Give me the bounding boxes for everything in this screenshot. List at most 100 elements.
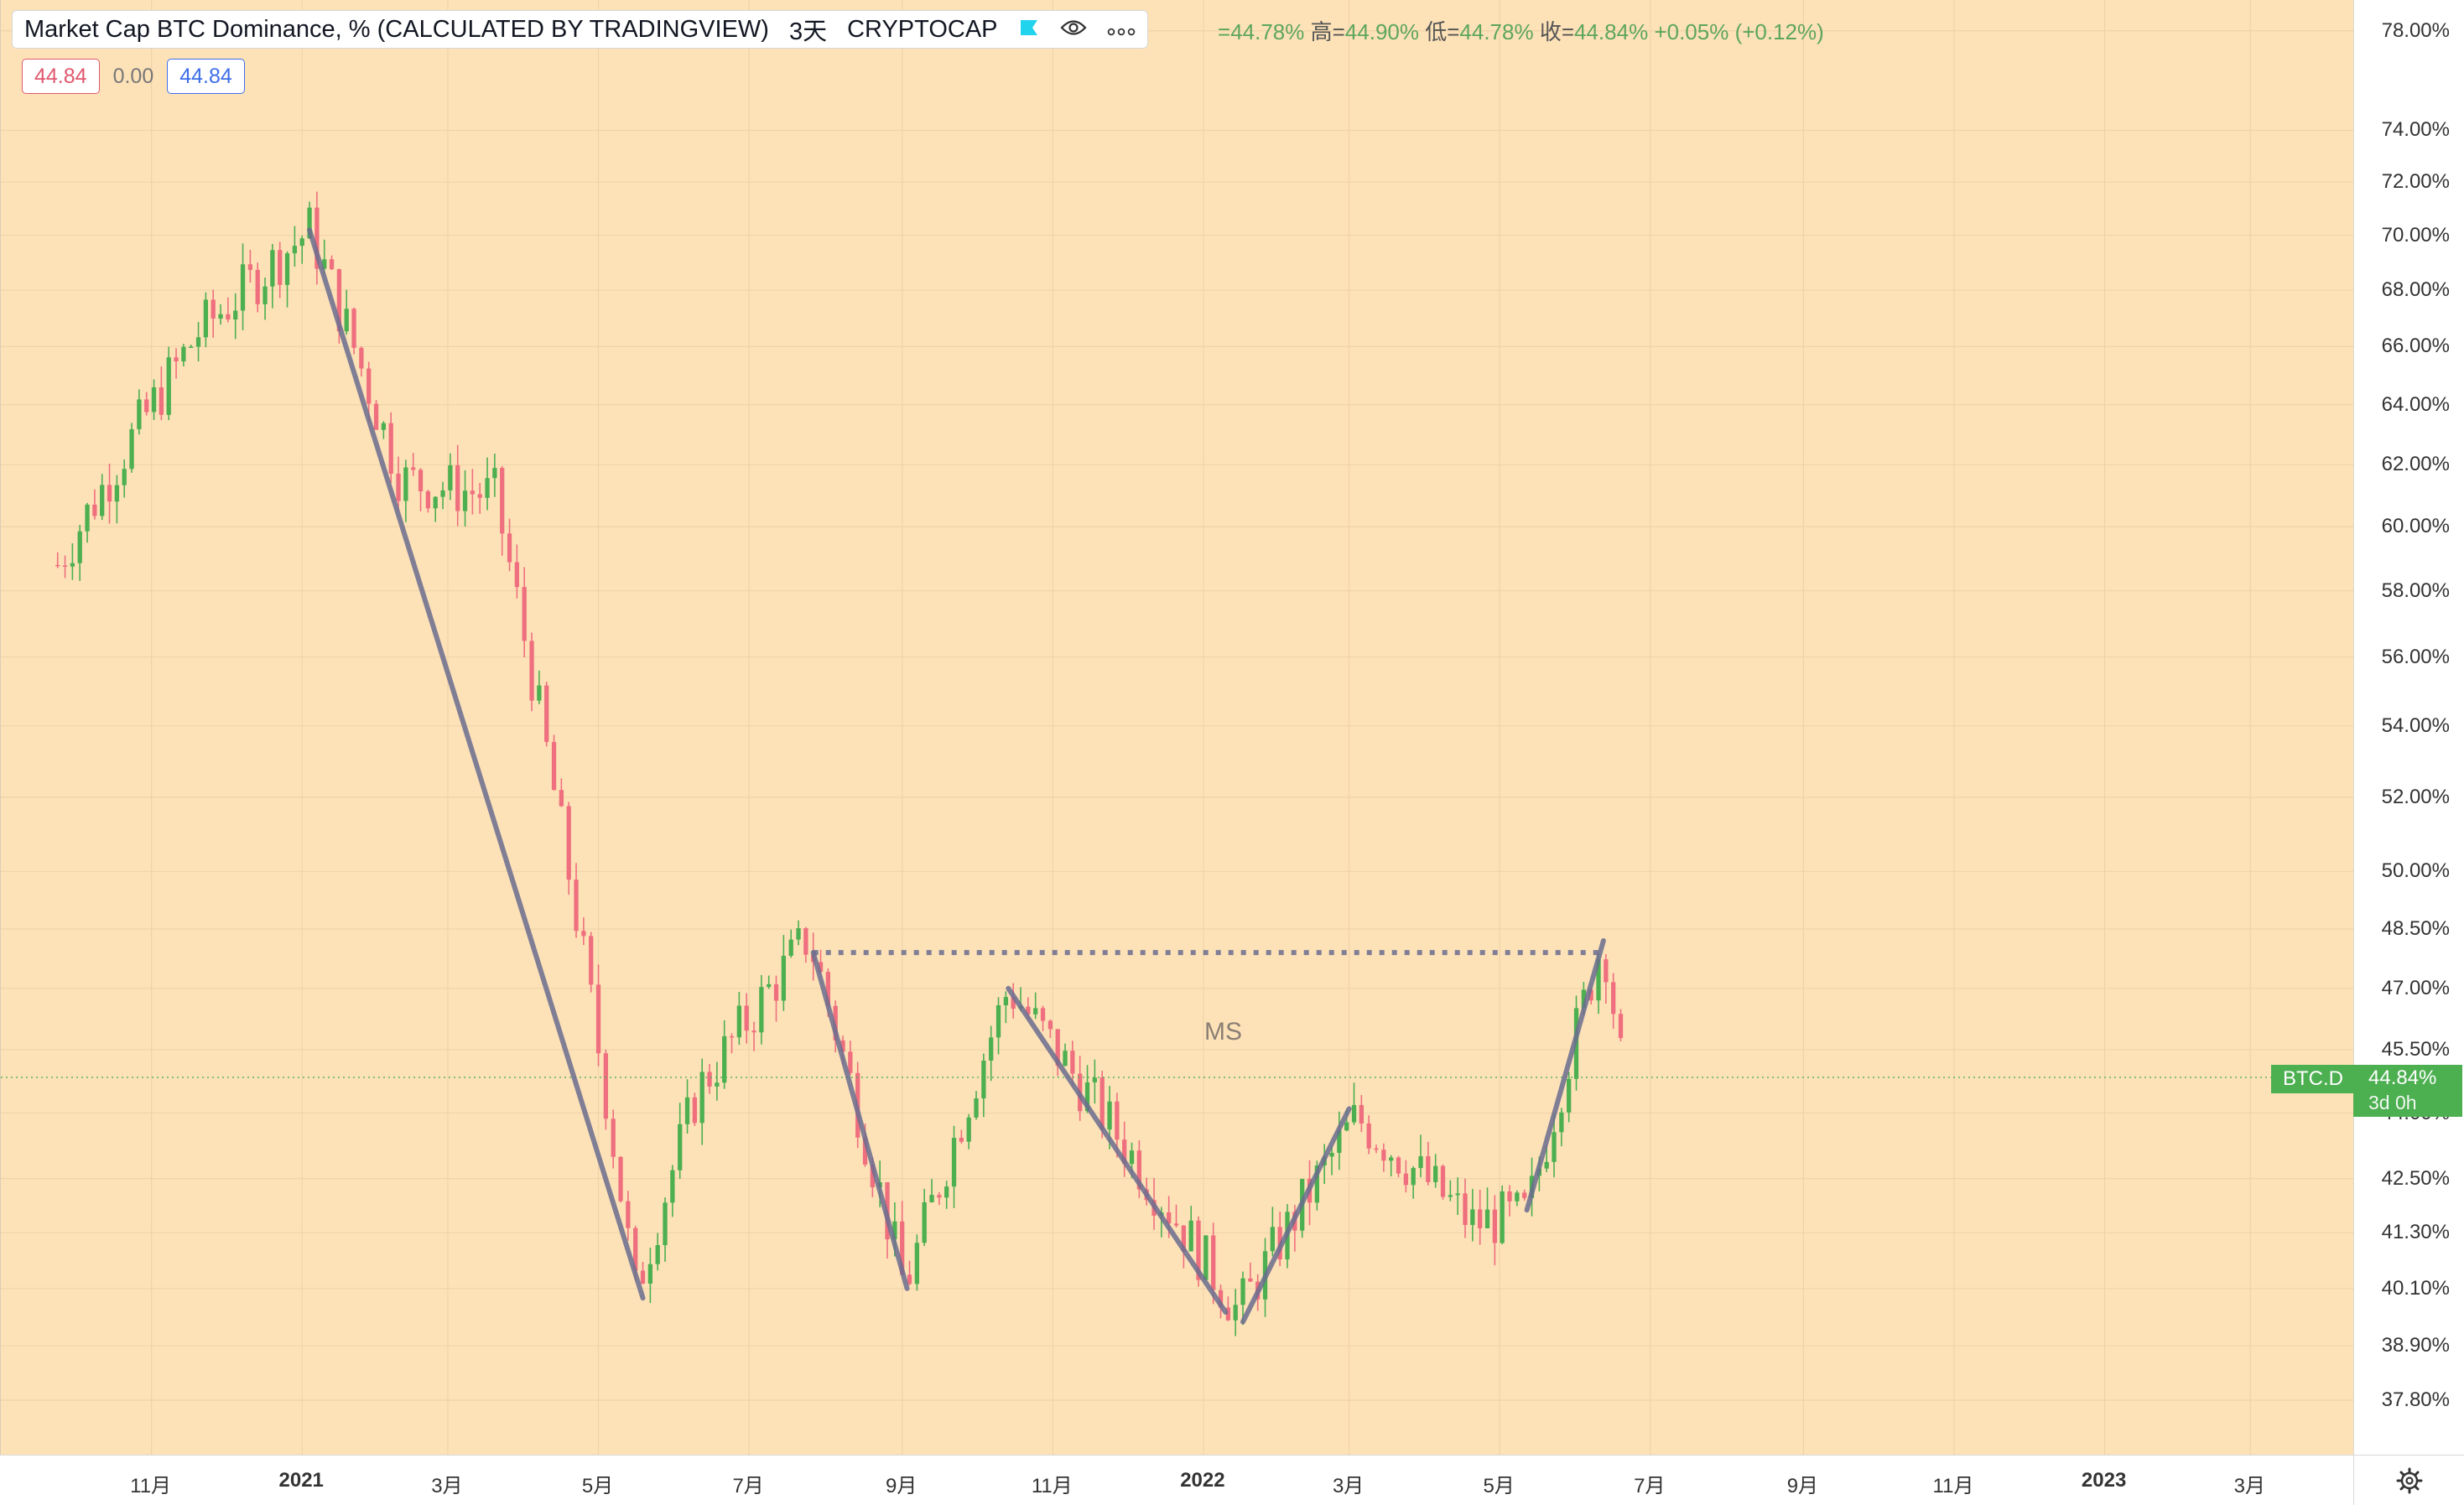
chart-pane[interactable]: MS	[0, 0, 2354, 1455]
price-tick-label: 54.00%	[2381, 714, 2450, 737]
candle-body	[663, 1202, 668, 1246]
candle-body	[1604, 959, 1609, 983]
candle-body	[1463, 1193, 1468, 1225]
candle-body	[329, 259, 335, 270]
candle-body	[655, 1245, 660, 1264]
candle-body	[974, 1098, 979, 1118]
price-tick-label: 52.00%	[2381, 785, 2450, 808]
value-box-primary: 44.84	[22, 59, 100, 94]
price-tick-label: 58.00%	[2381, 579, 2450, 602]
candle-body	[773, 983, 779, 1001]
price-tick-label: 64.00%	[2381, 392, 2450, 416]
candle-body	[781, 955, 787, 1001]
candle-body	[195, 337, 201, 347]
candle-body	[107, 485, 112, 502]
candle-body	[1173, 1223, 1179, 1226]
symbol-legend[interactable]: Market Cap BTC Dominance, % (CALCULATED …	[12, 10, 1148, 49]
candle-body	[892, 1221, 897, 1240]
candle-body	[122, 469, 127, 485]
value-diff: 0.00	[112, 64, 154, 88]
price-chart[interactable]	[1, 0, 2354, 1455]
price-tick-label: 74.00%	[2381, 118, 2450, 142]
time-tick-label: 2021	[278, 1469, 324, 1492]
value-box-secondary: 44.84	[167, 59, 245, 94]
candle-body	[263, 286, 268, 304]
candle-body	[1181, 1225, 1187, 1252]
time-tick-label: 5月	[1483, 1475, 1515, 1497]
candle-body	[284, 253, 290, 285]
candle-body	[796, 928, 801, 940]
candle-body	[1099, 1077, 1105, 1130]
candle-body	[626, 1201, 631, 1228]
candle-body	[551, 741, 557, 791]
price-axis[interactable]: 78.00% 74.00% 72.00% 70.00% 68.00% 66.00% 64.0…	[2353, 0, 2464, 1455]
candle-body	[544, 685, 549, 742]
gear-icon[interactable]	[2396, 1467, 2423, 1498]
candle-body	[396, 473, 401, 501]
time-tick-label: 11月	[1932, 1475, 1974, 1497]
candle-body	[736, 1005, 742, 1038]
candle-body	[70, 563, 75, 567]
candle-body	[129, 428, 134, 470]
candle-body	[1366, 1124, 1371, 1149]
flag-icon[interactable]	[1018, 16, 1040, 44]
price-tick-label: 38.90%	[2381, 1334, 2450, 1357]
candle-body	[1351, 1104, 1357, 1123]
time-tick-label: 11月	[130, 1475, 172, 1497]
candle-body	[1359, 1104, 1365, 1124]
candle-body	[1611, 982, 1616, 1015]
last-price-badge: 44.84% 3d 0h	[2353, 1065, 2462, 1117]
candle-body	[699, 1072, 704, 1124]
candle-body	[1478, 1209, 1483, 1228]
candle-body	[307, 207, 312, 239]
candle-body	[514, 562, 520, 588]
candle-body	[403, 467, 408, 501]
more-icon[interactable]	[1107, 16, 1136, 44]
candle-body	[1107, 1101, 1112, 1130]
candle-body	[462, 490, 468, 511]
candle-body	[1115, 1101, 1120, 1140]
change-value: +0.05% (+0.12%)	[1654, 19, 1824, 44]
candle-body	[818, 962, 824, 973]
candle-body	[559, 790, 564, 807]
candle-body	[1203, 1235, 1209, 1280]
candle-body	[492, 468, 497, 479]
last-price-value: 44.84%	[2368, 1066, 2437, 1089]
candle-body	[1344, 1122, 1349, 1131]
candle-body	[1063, 1051, 1068, 1066]
candle-body	[1618, 1014, 1624, 1039]
candle-body	[529, 641, 534, 701]
candle-body	[729, 1035, 735, 1038]
candle-body	[292, 246, 298, 254]
candle-body	[603, 1053, 609, 1119]
low-key: 低=	[1425, 19, 1460, 44]
candle-body	[1374, 1148, 1379, 1150]
candle-body	[922, 1201, 927, 1243]
candle-body	[959, 1138, 964, 1142]
candle-body	[77, 531, 82, 563]
price-tick-label: 45.50%	[2381, 1037, 2450, 1061]
candle-body	[581, 931, 586, 937]
candle-body	[1389, 1157, 1394, 1161]
candle-body	[381, 423, 387, 430]
trend-line	[307, 227, 646, 1301]
high-value: 44.90%	[1344, 19, 1419, 44]
candle-body	[1167, 1212, 1172, 1224]
chart-settings-button[interactable]	[2353, 1455, 2464, 1505]
candle-body	[189, 346, 194, 348]
time-axis[interactable]: 11月 2021 3月 5月 7月 9月 11月 2022 3月 5月 7月 9月 11月 2023 3月	[0, 1455, 2353, 1505]
candle-body	[1329, 1153, 1334, 1157]
candle-body	[1500, 1191, 1505, 1243]
eye-icon[interactable]	[1060, 16, 1087, 44]
candle-body	[1507, 1191, 1512, 1201]
candle-body	[233, 310, 238, 320]
candle-body	[425, 490, 431, 509]
open-value: 44.78%	[1230, 19, 1305, 44]
candle-body	[270, 250, 275, 287]
candle-body	[247, 264, 253, 270]
candle-body	[670, 1170, 675, 1203]
interval-label: 3天	[788, 18, 828, 45]
candle-body	[85, 504, 90, 532]
time-tick-label: 9月	[1786, 1475, 1819, 1497]
candle-body	[1026, 1006, 1031, 1015]
